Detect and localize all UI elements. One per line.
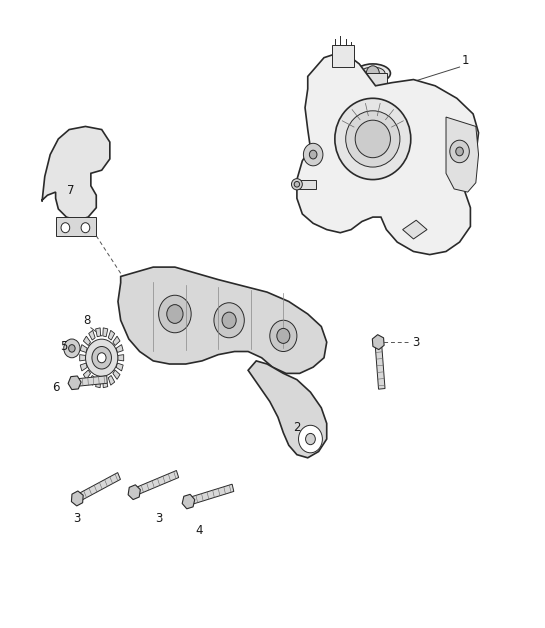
- Polygon shape: [95, 379, 101, 387]
- Polygon shape: [248, 361, 326, 458]
- Circle shape: [98, 353, 106, 363]
- Polygon shape: [80, 345, 87, 352]
- Polygon shape: [56, 217, 96, 236]
- Text: 3: 3: [74, 512, 81, 525]
- Circle shape: [64, 339, 80, 358]
- Polygon shape: [83, 336, 90, 345]
- Text: 8: 8: [83, 314, 91, 327]
- Circle shape: [299, 425, 323, 453]
- Polygon shape: [375, 342, 385, 389]
- Ellipse shape: [361, 67, 385, 80]
- Polygon shape: [128, 485, 141, 500]
- Polygon shape: [332, 45, 354, 67]
- Polygon shape: [80, 363, 87, 371]
- Polygon shape: [113, 370, 120, 379]
- Circle shape: [69, 345, 75, 352]
- Ellipse shape: [346, 111, 400, 167]
- Polygon shape: [95, 328, 101, 337]
- Polygon shape: [108, 330, 114, 340]
- Polygon shape: [116, 363, 123, 371]
- Polygon shape: [187, 484, 234, 505]
- Circle shape: [306, 433, 316, 445]
- Polygon shape: [113, 336, 120, 345]
- Text: 1: 1: [461, 54, 469, 67]
- Ellipse shape: [335, 99, 411, 180]
- Polygon shape: [71, 491, 83, 506]
- Text: 7: 7: [66, 184, 74, 197]
- Circle shape: [86, 339, 118, 376]
- Polygon shape: [83, 370, 90, 379]
- Polygon shape: [74, 376, 107, 386]
- Circle shape: [167, 305, 183, 323]
- Polygon shape: [182, 494, 195, 509]
- Polygon shape: [133, 470, 179, 495]
- Polygon shape: [103, 328, 108, 337]
- Circle shape: [61, 223, 70, 233]
- Ellipse shape: [292, 178, 302, 190]
- Polygon shape: [89, 376, 95, 385]
- Circle shape: [277, 328, 290, 344]
- Polygon shape: [358, 73, 387, 102]
- Polygon shape: [118, 267, 326, 374]
- Ellipse shape: [355, 64, 390, 83]
- Polygon shape: [297, 180, 316, 189]
- Circle shape: [304, 143, 323, 166]
- Text: 3: 3: [155, 512, 162, 525]
- Ellipse shape: [355, 120, 390, 158]
- Text: 4: 4: [196, 524, 203, 538]
- Circle shape: [81, 223, 90, 233]
- Polygon shape: [68, 376, 81, 389]
- Circle shape: [222, 312, 236, 328]
- Polygon shape: [103, 379, 108, 387]
- Polygon shape: [446, 117, 479, 192]
- Polygon shape: [403, 220, 427, 239]
- Polygon shape: [108, 376, 114, 385]
- Polygon shape: [116, 345, 123, 352]
- Text: 3: 3: [413, 335, 420, 349]
- Polygon shape: [297, 51, 479, 254]
- Circle shape: [159, 295, 191, 333]
- Circle shape: [366, 66, 379, 81]
- Circle shape: [450, 140, 469, 163]
- Circle shape: [270, 320, 297, 352]
- Polygon shape: [80, 355, 86, 361]
- Polygon shape: [76, 473, 120, 502]
- Circle shape: [310, 150, 317, 159]
- Polygon shape: [89, 330, 95, 340]
- Polygon shape: [372, 335, 384, 350]
- Text: 6: 6: [52, 381, 59, 394]
- Circle shape: [456, 147, 463, 156]
- Text: 2: 2: [293, 421, 301, 435]
- Text: 5: 5: [60, 340, 68, 353]
- Polygon shape: [118, 355, 124, 361]
- Circle shape: [214, 303, 244, 338]
- Circle shape: [92, 347, 112, 369]
- Ellipse shape: [294, 181, 300, 187]
- Polygon shape: [42, 126, 110, 220]
